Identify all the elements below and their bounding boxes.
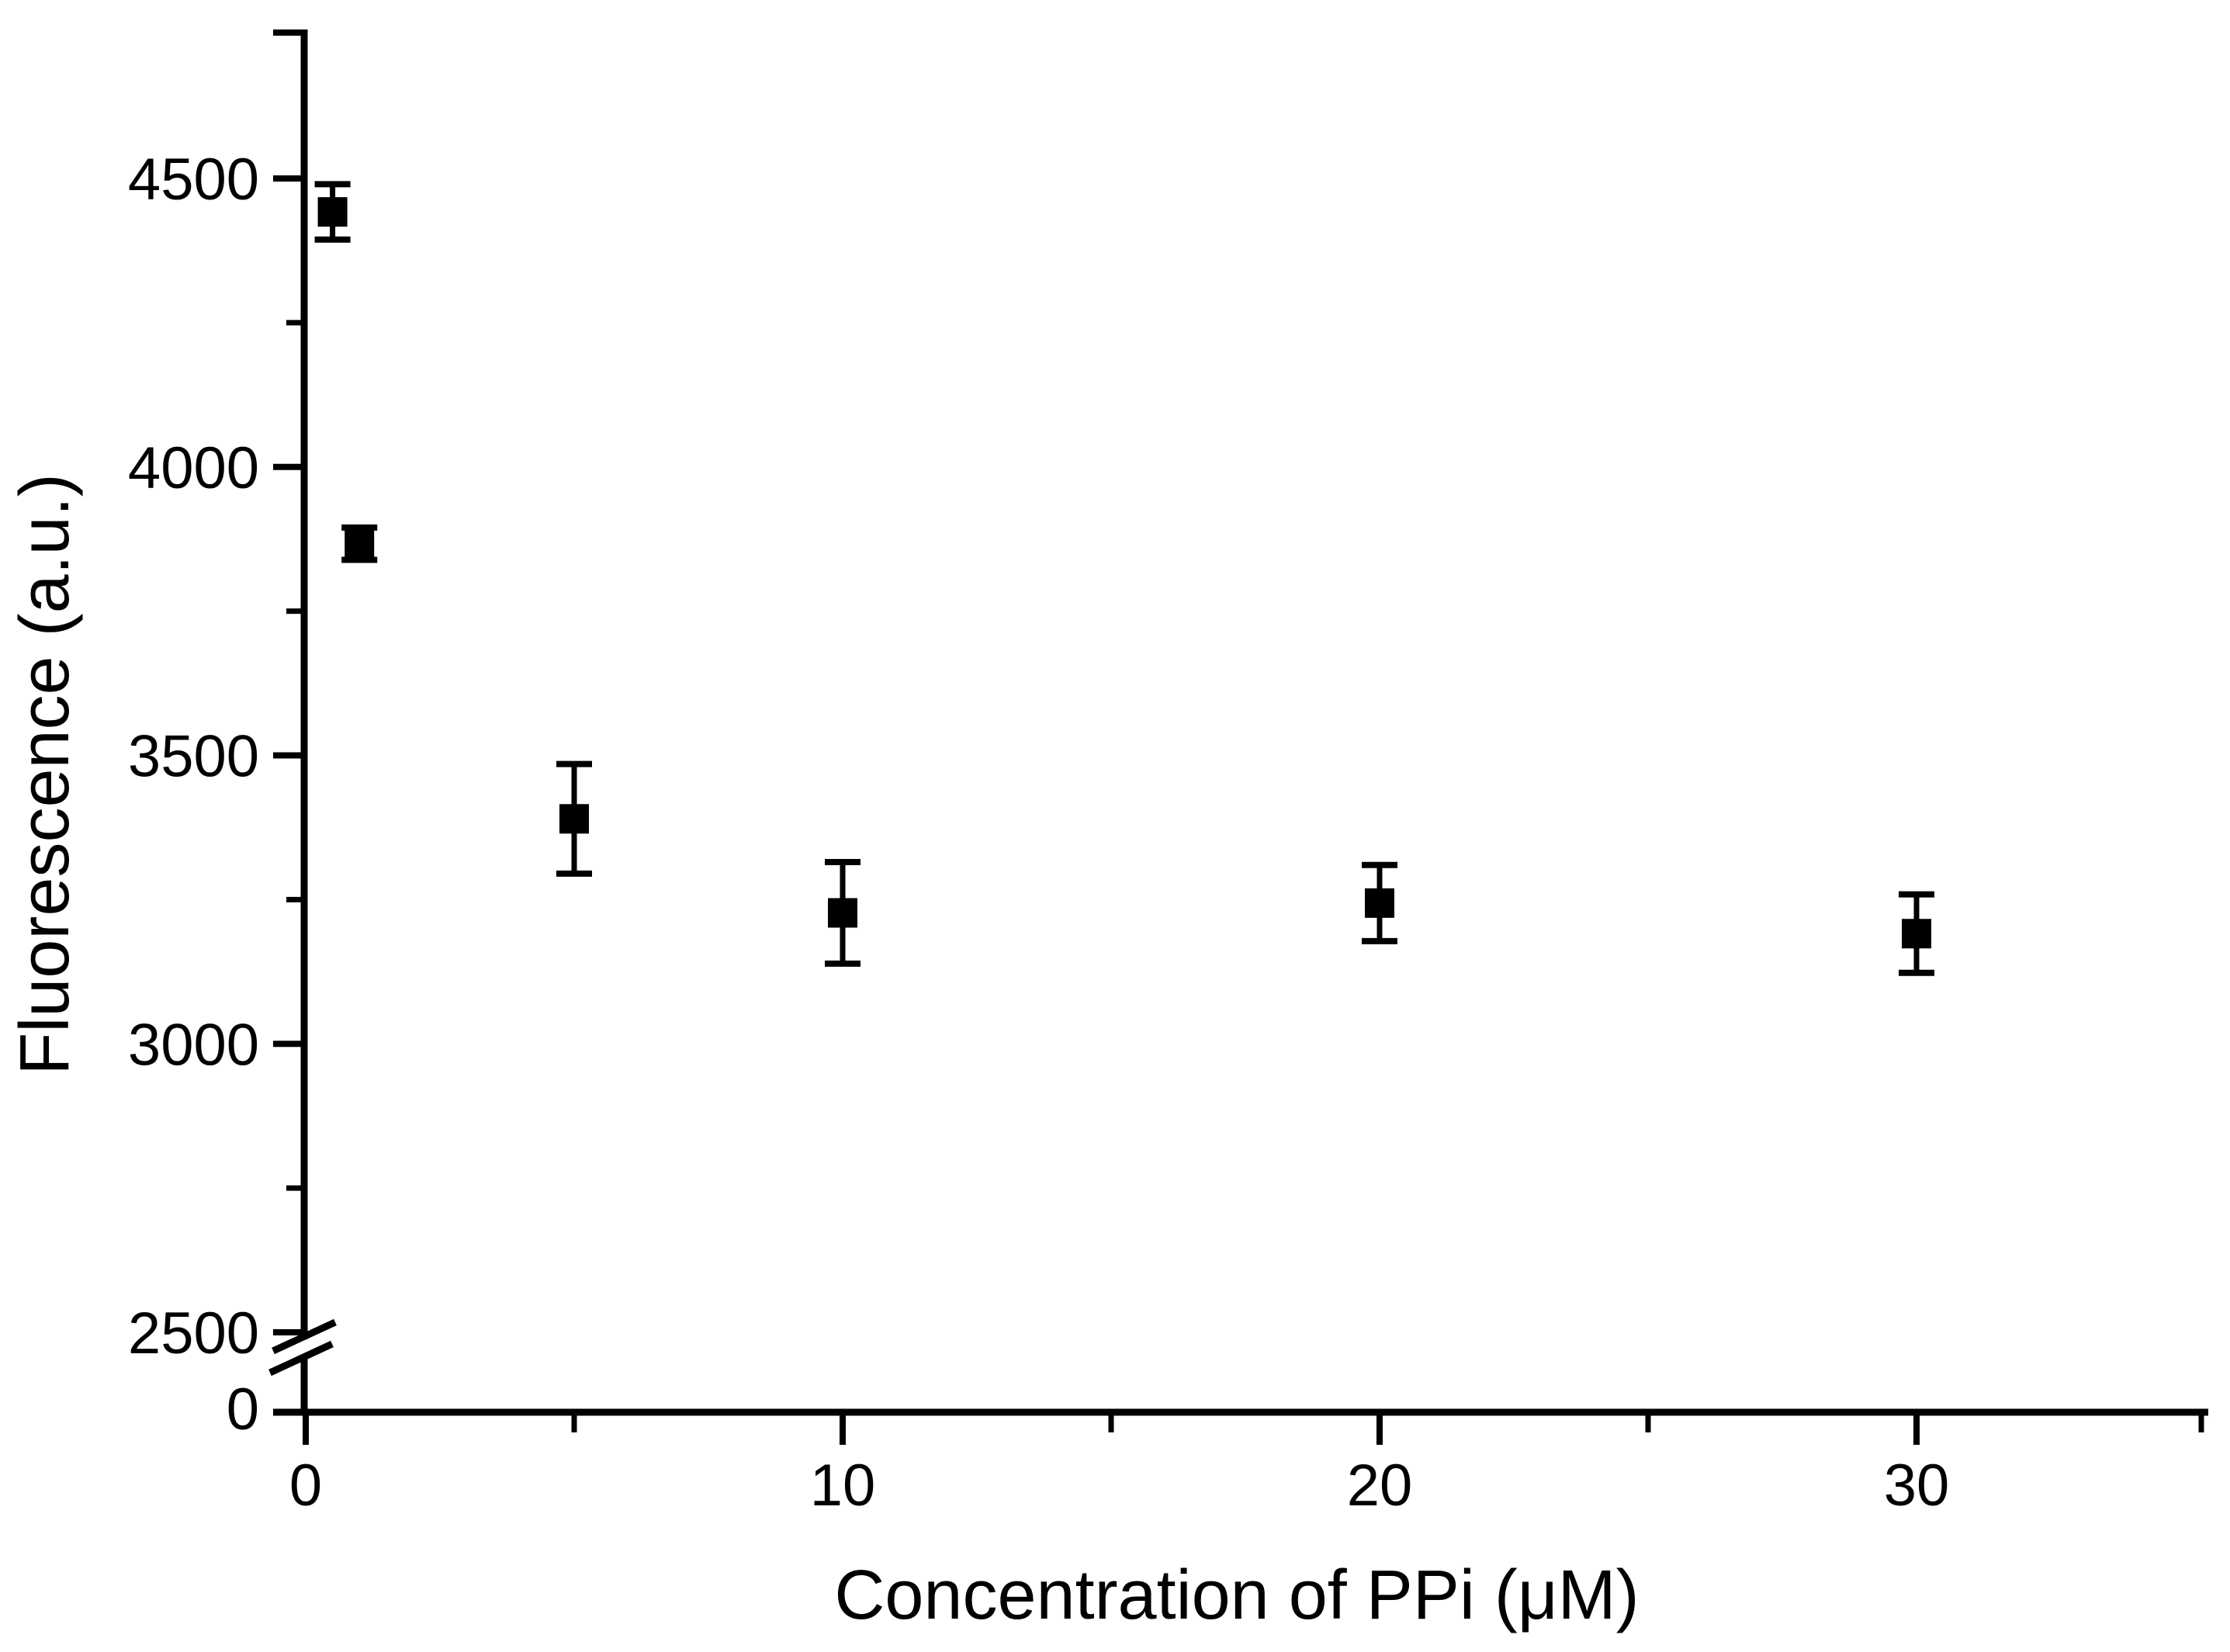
- x-tick-label: 20: [1347, 1453, 1413, 1519]
- data-point: [556, 760, 592, 877]
- x-tick-label: 30: [1884, 1453, 1950, 1519]
- y-tick-label: 4500: [128, 147, 259, 213]
- y-tick-label-zero: 0: [227, 1377, 259, 1442]
- x-axis-title: Concentration of PPi (μM): [834, 1557, 1639, 1634]
- y-tick-label: 3000: [128, 1012, 259, 1078]
- square-marker: [1902, 919, 1931, 949]
- data-point: [341, 524, 378, 563]
- axis-break-slash: [272, 1318, 337, 1355]
- x-tick-label: 0: [289, 1453, 322, 1519]
- y-axis-title: Fluorescence (a.u.): [6, 473, 84, 1075]
- square-marker: [345, 528, 375, 559]
- square-marker: [828, 898, 857, 928]
- square-marker: [1365, 888, 1394, 918]
- data-point: [314, 181, 351, 243]
- axis-break-slash: [268, 1340, 334, 1377]
- data-point: [825, 859, 860, 967]
- data-point: [1899, 891, 1934, 976]
- data-point: [1362, 861, 1397, 944]
- x-tick-label: 10: [810, 1453, 876, 1519]
- y-tick-label: 2500: [128, 1300, 259, 1366]
- square-marker: [317, 197, 348, 227]
- y-tick-label: 4000: [128, 435, 259, 501]
- square-marker: [559, 804, 589, 834]
- y-tick-label: 3500: [128, 724, 259, 790]
